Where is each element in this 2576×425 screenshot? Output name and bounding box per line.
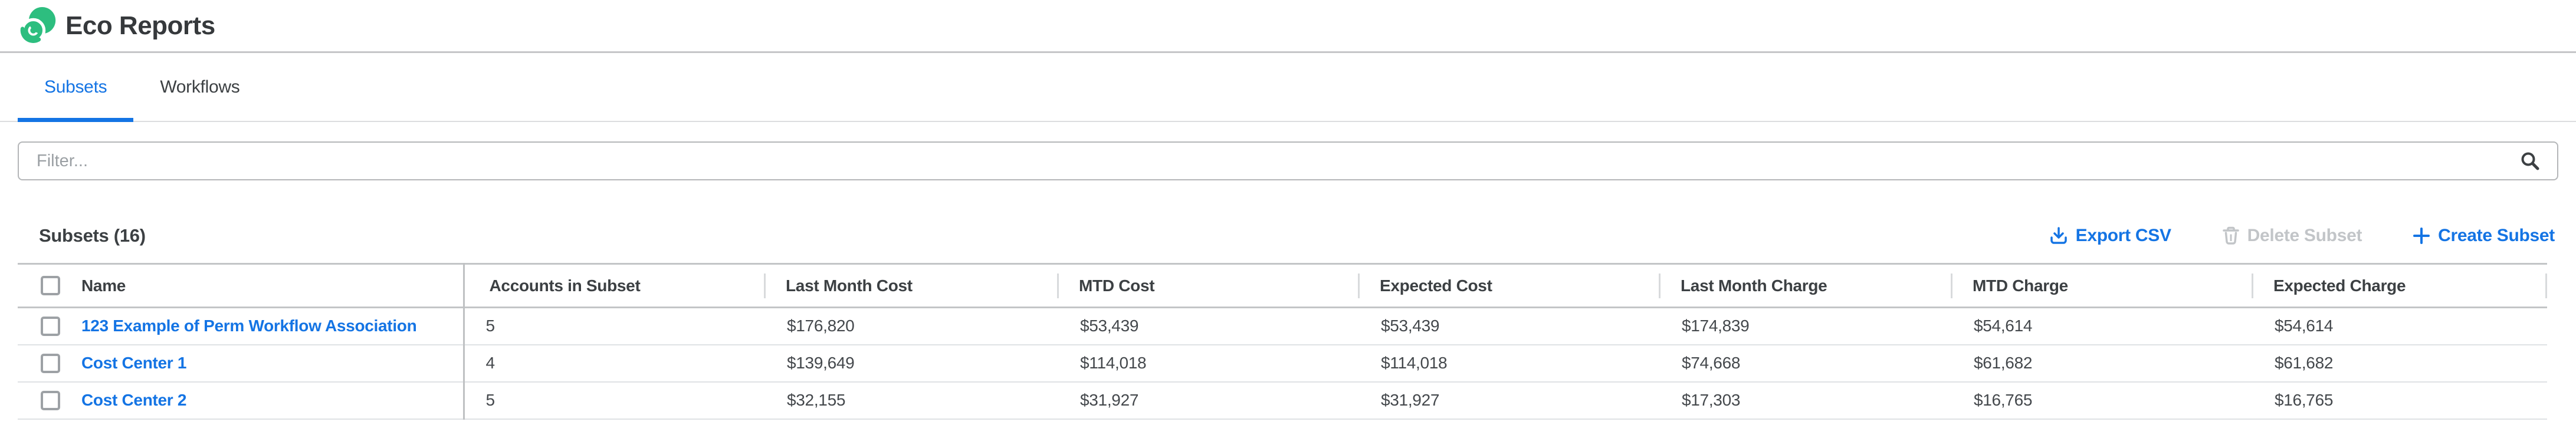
create-subset-button[interactable]: Create Subset: [2413, 226, 2555, 246]
cell-expected-charge: $61,682: [2275, 354, 2334, 372]
cell-accounts-in-subset: 5: [485, 317, 495, 335]
tab-workflows-label: Workflows: [160, 77, 240, 97]
column-header-accounts-in-subset[interactable]: Accounts in Subset: [464, 264, 766, 308]
row-checkbox[interactable]: [41, 316, 60, 336]
filter-input[interactable]: [19, 143, 2519, 179]
cell-mtd-cost: $114,018: [1080, 354, 1147, 372]
column-header-last-month-cost[interactable]: Last Month Cost: [766, 264, 1059, 308]
delete-subset-label: Delete Subset: [2247, 226, 2362, 245]
list-header: Subsets (16) Export CSV Delete Subset: [18, 220, 2558, 251]
column-header-mtd-charge[interactable]: MTD Charge: [1952, 264, 2253, 308]
subset-name-link[interactable]: Cost Center 1: [81, 354, 187, 372]
cell-accounts-in-subset: 5: [485, 391, 495, 409]
row-checkbox-cell: [18, 308, 81, 345]
subset-table-body: 123 Example of Perm Workflow Association…: [18, 307, 2547, 419]
row-checkbox-cell: [18, 382, 81, 419]
cell-expected-charge: $54,614: [2275, 317, 2334, 335]
cell-mtd-charge: $54,614: [1974, 317, 2033, 335]
subset-name-link[interactable]: Cost Center 2: [81, 391, 187, 409]
tab-workflows[interactable]: Workflows: [133, 53, 266, 121]
subset-name-cell: 123 Example of Perm Workflow Association: [81, 307, 465, 345]
cell-last-month-charge: $17,303: [1682, 391, 1741, 409]
column-header-name[interactable]: Name: [81, 263, 465, 308]
eco-reports-logo-icon: [20, 6, 56, 43]
action-buttons: Export CSV Delete Subset Create Subset: [2049, 226, 2555, 246]
select-all-cell: [18, 264, 81, 308]
cell-last-month-cost: $139,649: [787, 354, 855, 372]
subset-name-cell: Cost Center 2: [81, 381, 465, 419]
cell-expected-cost: $53,439: [1381, 317, 1440, 335]
select-all-checkbox[interactable]: [41, 276, 60, 295]
tab-subsets[interactable]: Subsets: [18, 53, 134, 122]
cell-last-month-cost: $32,155: [787, 391, 846, 409]
cell-mtd-cost: $31,927: [1080, 391, 1139, 409]
create-subset-label: Create Subset: [2438, 226, 2555, 245]
plus-icon: [2413, 228, 2430, 244]
search-icon[interactable]: [2519, 150, 2541, 172]
subset-name-cell: Cost Center 1: [81, 344, 465, 382]
column-header-expected-cost[interactable]: Expected Cost: [1360, 264, 1661, 308]
column-header-expected-charge[interactable]: Expected Charge: [2253, 264, 2547, 308]
filter-bar: [18, 141, 2558, 180]
trash-icon: [2222, 226, 2239, 245]
cell-expected-charge: $16,765: [2275, 391, 2334, 409]
table-header-row: Name Accounts in Subset Last Month Cost …: [18, 263, 2547, 308]
subsets-count-title: Subsets (16): [39, 225, 146, 246]
column-header-last-month-charge[interactable]: Last Month Charge: [1661, 264, 1952, 308]
cell-mtd-charge: $61,682: [1974, 354, 2033, 372]
app-header: Eco Reports: [0, 0, 2576, 53]
active-tab-underline: [18, 118, 134, 122]
cell-mtd-charge: $16,765: [1974, 391, 2033, 409]
cell-expected-cost: $114,018: [1381, 354, 1448, 372]
subset-name-link[interactable]: 123 Example of Perm Workflow Association: [81, 317, 417, 335]
cell-expected-cost: $31,927: [1381, 391, 1440, 409]
column-header-name-label: Name: [81, 276, 126, 295]
cell-last-month-charge: $174,839: [1682, 317, 1750, 335]
cell-accounts-in-subset: 4: [485, 354, 495, 372]
tab-subsets-label: Subsets: [44, 77, 107, 97]
delete-subset-button[interactable]: Delete Subset: [2222, 226, 2362, 246]
cell-mtd-cost: $53,439: [1080, 317, 1139, 335]
download-icon: [2050, 227, 2067, 244]
cell-last-month-charge: $74,668: [1682, 354, 1741, 372]
cell-last-month-cost: $176,820: [787, 317, 855, 335]
subsets-table: Name Accounts in Subset Last Month Cost …: [18, 263, 2558, 420]
row-checkbox[interactable]: [41, 353, 60, 373]
row-checkbox-cell: [18, 345, 81, 382]
page-title: Eco Reports: [65, 11, 215, 40]
row-checkbox[interactable]: [41, 390, 60, 410]
export-csv-button[interactable]: Export CSV: [2049, 226, 2171, 246]
table-row: Cost Center 1 4 $139,649 $114,018 $114,018 $7…: [18, 344, 2547, 382]
column-header-mtd-cost[interactable]: MTD Cost: [1059, 264, 1360, 308]
export-csv-label: Export CSV: [2075, 226, 2171, 245]
table-row: 123 Example of Perm Workflow Association…: [18, 307, 2547, 345]
tab-bar: Subsets Workflows: [0, 53, 2576, 122]
table-row: Cost Center 2 5 $32,155 $31,927 $31,927 $17,3…: [18, 381, 2547, 419]
